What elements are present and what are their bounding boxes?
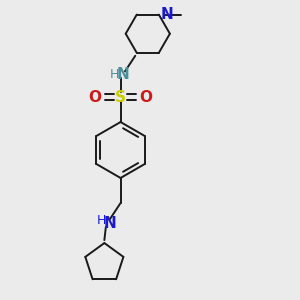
Text: N: N [103, 215, 116, 230]
Text: S: S [115, 89, 126, 104]
Text: N: N [160, 7, 173, 22]
Text: H: H [97, 214, 106, 227]
Text: H: H [110, 68, 119, 81]
Text: O: O [89, 89, 102, 104]
Text: O: O [140, 89, 152, 104]
Text: N: N [116, 67, 129, 82]
